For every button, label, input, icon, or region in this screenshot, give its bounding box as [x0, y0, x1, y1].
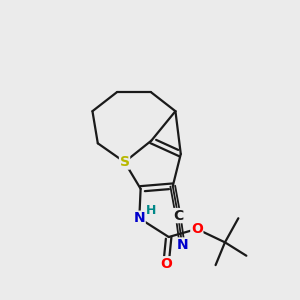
Text: N: N — [134, 211, 145, 225]
Text: H: H — [146, 204, 157, 217]
Text: N: N — [176, 238, 188, 252]
Text: O: O — [191, 222, 203, 236]
Text: O: O — [160, 257, 172, 271]
Text: C: C — [173, 208, 183, 223]
Text: S: S — [120, 155, 130, 169]
